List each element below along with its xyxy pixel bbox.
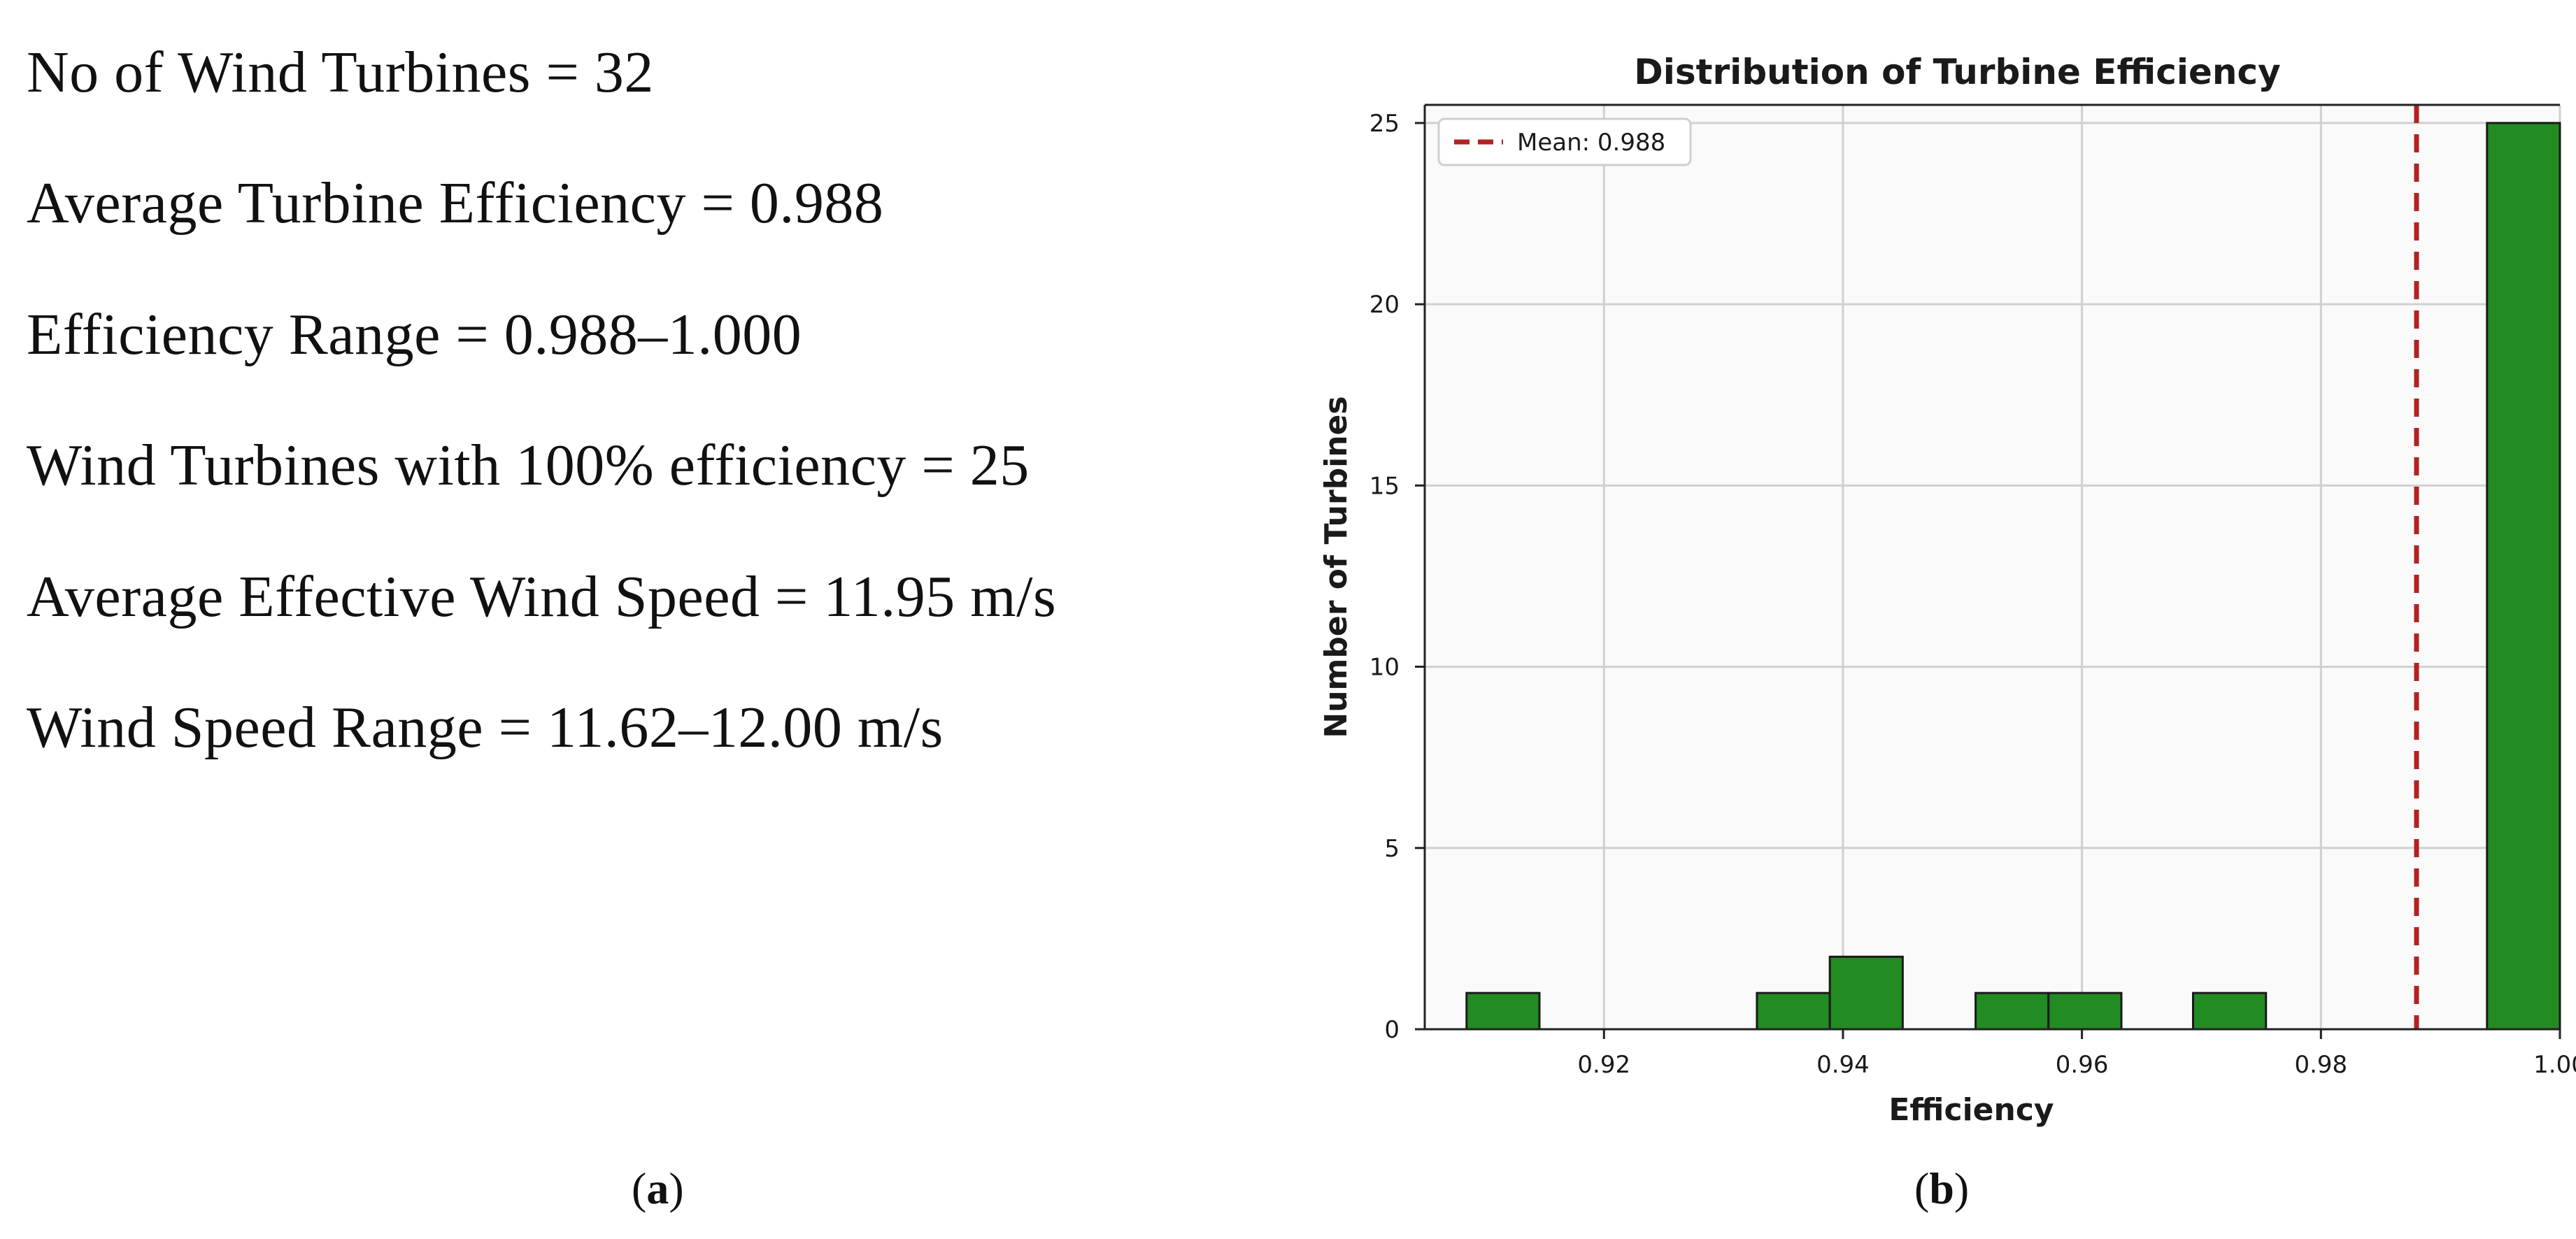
caption-b-close: )	[1954, 1163, 1970, 1213]
chart-title: Distribution of Turbine Efficiency	[1634, 52, 2281, 92]
caption-b-letter: b	[1929, 1163, 1954, 1213]
x-tick-label: 0.98	[2294, 1051, 2347, 1079]
histogram-bar	[1756, 991, 1831, 1031]
stat-average-efficiency: Average Turbine Efficiency = 0.988	[27, 171, 884, 236]
legend-layer: Mean: 0.988	[1437, 117, 1692, 166]
x-tick-label: 1.00	[2533, 1051, 2576, 1079]
histogram-bar	[1828, 955, 1904, 1031]
x-axis-label: Efficiency	[1888, 1092, 2054, 1128]
caption-a-letter: a	[646, 1163, 669, 1213]
x-tick-label: 0.94	[1816, 1051, 1870, 1079]
y-tick-label: 10	[1369, 654, 1400, 682]
histogram-bar	[1465, 991, 1541, 1031]
legend-mean-label: Mean: 0.988	[1517, 129, 1665, 157]
bar-layer	[1465, 122, 2561, 1031]
y-tick-label: 25	[1369, 110, 1400, 138]
stat-efficiency-range: Efficiency Range = 0.988–1.000	[27, 302, 802, 367]
plot-background	[1425, 105, 2560, 1029]
panel-caption-b: (b)	[1914, 1166, 1969, 1211]
y-axis-label: Number of Turbines	[1318, 396, 1354, 738]
y-tick-label: 15	[1369, 472, 1400, 500]
stat-wind-speed-range: Wind Speed Range = 11.62–12.00 m/s	[27, 695, 944, 760]
caption-b-open: (	[1914, 1163, 1930, 1213]
legend-box	[1437, 117, 1692, 166]
histogram-bar	[2192, 991, 2268, 1031]
histogram-bar	[2047, 991, 2123, 1031]
histogram-bar	[1974, 991, 2050, 1031]
grid-layer	[1425, 105, 2561, 1031]
stat-full-efficiency-count: Wind Turbines with 100% efficiency = 25	[27, 433, 1030, 498]
stat-average-wind-speed: Average Effective Wind Speed = 11.95 m/s	[27, 564, 1057, 629]
y-tick-label: 0	[1384, 1016, 1400, 1044]
caption-a-open: (	[632, 1163, 647, 1213]
x-tick-label: 0.92	[1577, 1051, 1630, 1079]
stat-turbine-count: No of Wind Turbines = 32	[27, 40, 654, 105]
y-tick-label: 5	[1384, 835, 1400, 863]
caption-a-close: )	[669, 1163, 684, 1213]
y-tick-label: 20	[1369, 291, 1400, 319]
label-layer: 0.92 0.94 0.96 0.98 1.00 0 5 10 15 20 25 Distributi…	[1318, 52, 2576, 1128]
panel-caption-a: (a)	[632, 1166, 684, 1211]
histogram-bar	[2486, 122, 2561, 1031]
axis-layer	[1415, 103, 2561, 1039]
x-tick-label: 0.96	[2056, 1051, 2109, 1079]
